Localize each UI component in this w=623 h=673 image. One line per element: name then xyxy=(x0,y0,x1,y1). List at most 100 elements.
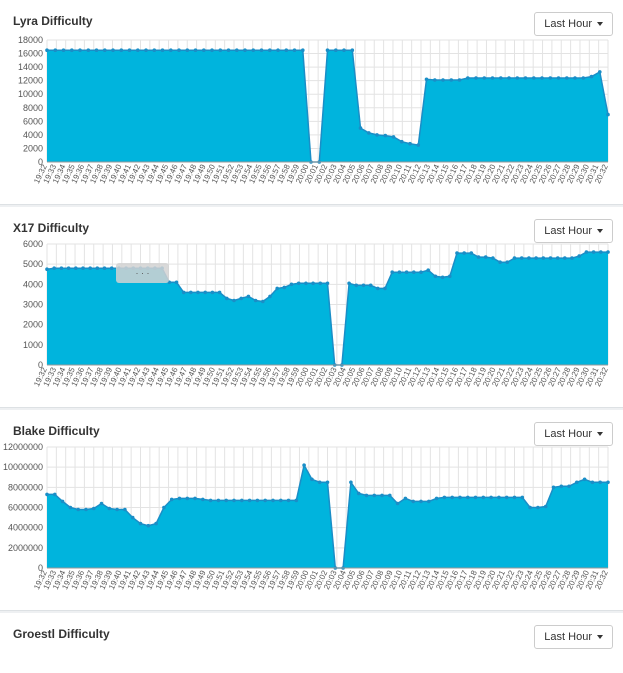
data-point[interactable] xyxy=(490,76,495,80)
data-point[interactable] xyxy=(226,48,231,52)
data-point[interactable] xyxy=(548,76,553,80)
data-point[interactable] xyxy=(102,266,107,270)
data-point[interactable] xyxy=(548,256,553,260)
data-point[interactable] xyxy=(243,48,247,52)
data-point[interactable] xyxy=(202,48,206,52)
data-point[interactable] xyxy=(282,285,287,290)
data-point[interactable] xyxy=(606,480,610,485)
data-point[interactable] xyxy=(247,498,252,503)
data-point[interactable] xyxy=(462,251,467,255)
data-point[interactable] xyxy=(565,76,569,80)
data-point[interactable] xyxy=(368,283,373,288)
data-point[interactable] xyxy=(232,498,236,503)
data-point[interactable] xyxy=(235,48,239,52)
time-range-dropdown[interactable]: Last Hour xyxy=(534,625,613,649)
data-point[interactable] xyxy=(567,484,571,489)
data-point[interactable] xyxy=(416,143,421,147)
data-point[interactable] xyxy=(177,496,182,501)
data-point[interactable] xyxy=(440,275,445,280)
data-point[interactable] xyxy=(598,480,602,485)
data-point[interactable] xyxy=(573,76,577,80)
data-point[interactable] xyxy=(325,281,330,286)
data-point[interactable] xyxy=(455,251,459,255)
data-point[interactable] xyxy=(286,498,291,503)
data-point[interactable] xyxy=(441,78,445,82)
data-point[interactable] xyxy=(434,496,439,501)
data-point[interactable] xyxy=(111,48,115,52)
data-point[interactable] xyxy=(541,256,546,260)
data-point[interactable] xyxy=(123,507,127,512)
data-point[interactable] xyxy=(268,294,272,299)
data-point[interactable] xyxy=(45,48,49,52)
data-point[interactable] xyxy=(380,493,384,498)
data-point[interactable] xyxy=(532,76,536,80)
data-point[interactable] xyxy=(390,270,395,274)
data-point[interactable] xyxy=(584,250,589,254)
data-point[interactable] xyxy=(442,495,447,500)
data-point[interactable] xyxy=(289,282,294,287)
data-point[interactable] xyxy=(304,281,308,286)
data-point[interactable] xyxy=(246,294,251,299)
data-point[interactable] xyxy=(482,76,487,80)
data-point[interactable] xyxy=(391,135,396,139)
data-point[interactable] xyxy=(146,523,151,528)
data-point[interactable] xyxy=(598,70,602,74)
data-point[interactable] xyxy=(253,298,258,303)
data-point[interactable] xyxy=(94,48,99,52)
data-point[interactable] xyxy=(581,76,586,80)
data-point[interactable] xyxy=(372,493,377,498)
data-point[interactable] xyxy=(473,495,478,500)
data-point[interactable] xyxy=(224,498,228,503)
data-point[interactable] xyxy=(268,48,272,52)
data-point[interactable] xyxy=(534,256,538,260)
data-point[interactable] xyxy=(606,250,610,254)
data-point[interactable] xyxy=(424,77,429,82)
data-point[interactable] xyxy=(59,266,64,270)
data-point[interactable] xyxy=(86,48,91,52)
data-point[interactable] xyxy=(208,498,213,503)
data-point[interactable] xyxy=(292,48,297,52)
data-point[interactable] xyxy=(404,270,409,274)
data-point[interactable] xyxy=(177,48,181,52)
data-point[interactable] xyxy=(334,48,338,52)
data-point[interactable] xyxy=(400,139,404,144)
data-point[interactable] xyxy=(203,290,207,295)
data-point[interactable] xyxy=(279,498,283,503)
data-point[interactable] xyxy=(512,256,517,260)
data-point[interactable] xyxy=(276,48,280,52)
data-point[interactable] xyxy=(193,496,197,501)
data-point[interactable] xyxy=(364,493,369,498)
data-point[interactable] xyxy=(489,495,493,500)
data-point[interactable] xyxy=(497,495,501,500)
data-point[interactable] xyxy=(474,76,478,80)
data-point[interactable] xyxy=(88,266,92,270)
data-point[interactable] xyxy=(476,255,481,259)
data-point[interactable] xyxy=(411,499,416,504)
data-point[interactable] xyxy=(350,48,355,52)
data-point[interactable] xyxy=(185,48,190,52)
data-point[interactable] xyxy=(448,274,452,279)
data-point[interactable] xyxy=(481,495,486,500)
data-point[interactable] xyxy=(53,492,57,497)
data-point[interactable] xyxy=(81,266,85,270)
data-point[interactable] xyxy=(76,507,80,512)
data-point[interactable] xyxy=(95,266,100,270)
data-point[interactable] xyxy=(577,254,581,258)
data-point[interactable] xyxy=(61,48,66,52)
data-point[interactable] xyxy=(239,296,243,301)
data-point[interactable] xyxy=(375,133,379,137)
data-point[interactable] xyxy=(599,250,603,254)
data-point[interactable] xyxy=(296,281,301,286)
data-point[interactable] xyxy=(70,48,74,52)
data-point[interactable] xyxy=(527,256,531,260)
data-point[interactable] xyxy=(259,48,264,52)
data-point[interactable] xyxy=(358,126,363,130)
data-point[interactable] xyxy=(540,76,544,80)
data-point[interactable] xyxy=(388,493,392,498)
data-point[interactable] xyxy=(271,498,275,503)
data-point[interactable] xyxy=(505,260,510,264)
data-point[interactable] xyxy=(263,498,268,503)
data-point[interactable] xyxy=(84,507,88,512)
data-point[interactable] xyxy=(582,477,587,482)
data-point[interactable] xyxy=(536,505,540,510)
